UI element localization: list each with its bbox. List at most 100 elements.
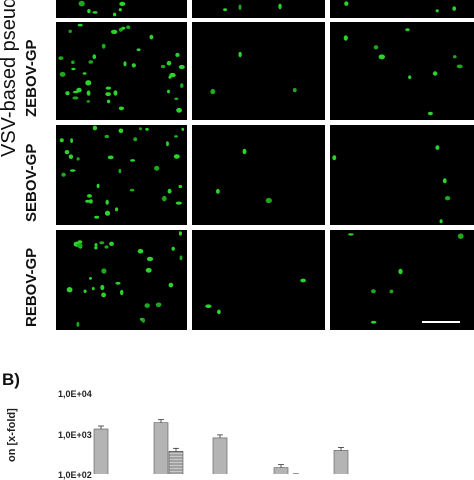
fluorescent-cell (179, 255, 183, 261)
fluorescent-cell (76, 243, 83, 248)
fluorescent-cell (72, 96, 79, 100)
fluorescent-cell (94, 215, 100, 219)
fluorescent-cell (175, 201, 182, 205)
fluorescent-cell (131, 63, 136, 68)
ytick-label: 1,0E+03 (58, 430, 92, 440)
fluorescent-cell (101, 43, 106, 49)
fluorescent-cell (100, 284, 105, 291)
fluorescent-cell (445, 196, 451, 201)
fluorescent-cell (175, 52, 180, 57)
fluorescent-cell (68, 154, 74, 159)
fluorescent-cell (344, 1, 349, 6)
bar (273, 467, 289, 474)
fluorescent-cell (111, 29, 118, 34)
fluorescent-cell (300, 278, 306, 283)
panel-b-letter: B) (2, 370, 20, 389)
bar (153, 422, 169, 474)
fluorescent-cell (405, 28, 410, 32)
micrograph-panel (192, 22, 325, 120)
fluorescent-cell (82, 72, 87, 75)
fluorescent-cell (104, 245, 109, 249)
fluorescent-cell (121, 26, 126, 30)
fluorescent-cell (96, 183, 100, 189)
fluorescent-cell (178, 64, 185, 70)
fluorescent-cell (105, 92, 111, 97)
fluorescent-cell (88, 60, 94, 64)
fluorescent-cell (174, 97, 179, 101)
fluorescent-cell (66, 287, 73, 293)
fluorescent-cell (173, 154, 180, 159)
fluorescent-cell (168, 75, 172, 79)
fluorescent-cell (217, 309, 221, 315)
fluorescent-cell (167, 89, 170, 94)
micrograph-panel (330, 125, 474, 225)
fluorescent-cell (59, 71, 66, 77)
fluorescent-cell (171, 246, 175, 251)
fluorescent-cell (86, 90, 91, 96)
fluorescent-cell (205, 304, 212, 309)
fluorescent-cell (435, 145, 440, 150)
bar (168, 451, 184, 474)
fluorescent-cell (154, 165, 160, 171)
micrograph-panel (192, 125, 325, 225)
fluorescent-cell (453, 55, 457, 59)
fluorescent-cell (145, 127, 149, 131)
fluorescent-cell (210, 88, 216, 95)
fluorescent-cell (378, 54, 385, 60)
fluorescent-cell (181, 127, 185, 131)
fluorescent-cell (123, 61, 127, 67)
bar (93, 428, 109, 474)
micrograph-panel (56, 125, 187, 225)
fluorescent-cell (370, 320, 377, 324)
fluorescent-cell (94, 243, 98, 247)
fluorescent-cell (126, 25, 131, 30)
fluorescent-cell (104, 210, 111, 216)
fluorescent-cell (115, 281, 121, 285)
fluorescent-cell (180, 83, 184, 88)
fluorescent-cell (87, 194, 92, 198)
fluorescent-cell (76, 157, 80, 161)
fluorescent-cell (137, 248, 144, 254)
fluorescent-cell (144, 303, 150, 308)
fluorescent-cell (178, 184, 183, 189)
fluorescent-cell (109, 241, 114, 246)
fluorescent-cell (99, 241, 105, 245)
fluorescent-cell (373, 45, 379, 50)
microscopy-grid (56, 0, 474, 330)
fluorescent-cell (89, 277, 92, 280)
fluorescent-cell (105, 199, 109, 205)
fluorescent-cell (112, 12, 117, 17)
fluorescent-cell (168, 282, 174, 288)
fluorescent-cell (129, 188, 135, 192)
fluorescent-cell (118, 8, 122, 12)
fluorescent-cell (238, 4, 242, 10)
ytick-label: 1,0E+04 (58, 389, 92, 399)
fluorescent-cell (68, 29, 72, 33)
fluorescent-cell (265, 197, 272, 204)
fluorescent-cell (118, 128, 124, 134)
fluorescent-cell (85, 199, 91, 203)
fluorescent-cell (113, 90, 118, 96)
fluorescent-cell (83, 289, 87, 293)
fluorescent-cell (242, 148, 247, 155)
fluorescent-cell (133, 137, 138, 142)
fluorescent-cell (91, 287, 95, 291)
fluorescent-cell (398, 268, 403, 275)
micrograph-panel (330, 0, 474, 18)
fluorescent-cell (139, 127, 142, 131)
bar (333, 450, 349, 474)
fluorescent-cell (101, 292, 106, 298)
fluorescent-cell (58, 56, 64, 60)
fluorescent-cell (77, 23, 83, 27)
fluorescent-cell (130, 159, 136, 162)
micrograph-panel (192, 0, 325, 18)
fluorescent-cell (238, 51, 242, 58)
bar (212, 437, 228, 474)
fluorescent-cell (389, 289, 394, 294)
micrograph-panel (56, 22, 187, 120)
micrograph-panel (330, 22, 474, 120)
fluorescent-cell (343, 35, 348, 41)
fluorescent-cell (439, 219, 443, 224)
fluorescent-cell (167, 188, 172, 194)
fluorescent-cell (442, 178, 447, 184)
